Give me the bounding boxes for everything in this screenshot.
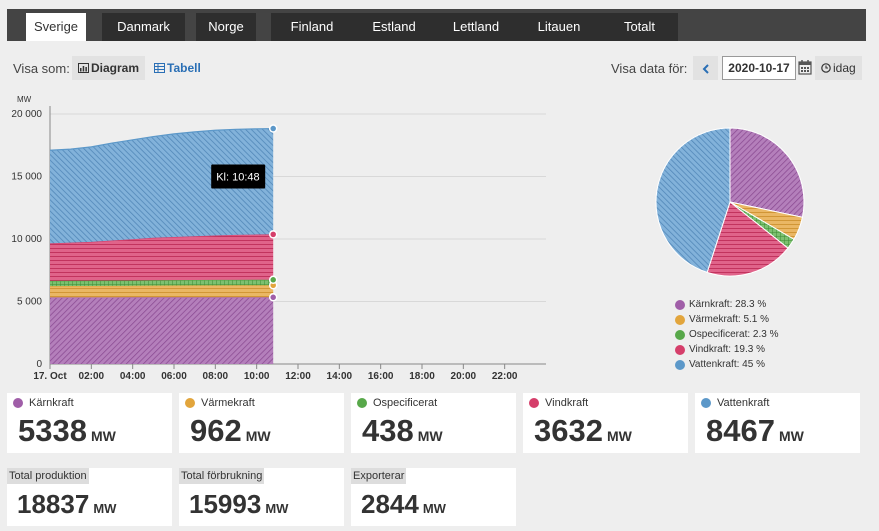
card-karnkraft: Kärnkraft 5338 MW xyxy=(7,393,172,453)
end-marker[interactable] xyxy=(268,230,278,239)
tabell-label: Tabell xyxy=(167,61,201,75)
total-forbrukning-value: 15993 xyxy=(189,489,262,519)
legend-item-vattenkraft[interactable]: Vattenkraft: 45 % xyxy=(675,357,778,372)
exporterar-value: 2844 xyxy=(361,489,419,519)
card-total-produktion: Total produktion 18837 MW xyxy=(7,468,172,526)
x-tick-label: 12:00 xyxy=(285,371,311,382)
vattenkraft-dot-icon xyxy=(701,398,711,408)
x-tick-label: 16:00 xyxy=(368,371,394,382)
x-tick-label: 06:00 xyxy=(161,371,187,382)
card-vindkraft: Vindkraft 3632 MW xyxy=(523,393,688,453)
karnkraft-dot-icon xyxy=(13,398,23,408)
pie-slice-karnkraft[interactable] xyxy=(729,127,805,218)
y-axis-ticks: 0 5 000 10 000 15 000 20 000 xyxy=(11,109,42,370)
varmekraft-value: 962 xyxy=(190,413,242,448)
previous-day-button[interactable] xyxy=(693,56,718,80)
tab-danmark[interactable]: Danmark xyxy=(102,13,185,41)
area-varmekraft[interactable] xyxy=(50,285,274,298)
country-tab-bar: Sverige Danmark Norge Finland Estland Le… xyxy=(7,9,866,41)
production-area-chart: MW 0 5 000 10 000 15 000 20 000 17. Oct 02:00… xyxy=(11,95,546,382)
visa-data-label: Visa data för: xyxy=(611,61,688,76)
x-tick-label: 10:00 xyxy=(244,371,270,382)
tab-totalt[interactable]: Totalt xyxy=(601,13,678,41)
vattenkraft-value: 8467 xyxy=(706,413,775,448)
tab-lettland[interactable]: Lettland xyxy=(435,13,517,41)
pie-legend: Kärnkraft: 28.3 % Värmekraft: 5.1 % Ospe… xyxy=(675,297,778,372)
ospecificerat-dot-icon xyxy=(357,398,367,408)
total-produktion-value: 18837 xyxy=(17,489,90,519)
table-icon xyxy=(154,63,165,73)
tab-sverige[interactable]: Sverige xyxy=(26,13,86,41)
tabell-button[interactable]: Tabell xyxy=(150,56,205,80)
idag-label: idag xyxy=(833,61,856,75)
x-tick-label: 02:00 xyxy=(79,371,105,382)
vindkraft-dot-icon xyxy=(529,398,539,408)
x-tick-label: 04:00 xyxy=(120,371,146,382)
tab-finland[interactable]: Finland xyxy=(271,13,353,41)
x-tick-label: 08:00 xyxy=(203,371,229,382)
area-karnkraft[interactable] xyxy=(50,297,274,364)
visa-som-label: Visa som: xyxy=(13,61,70,76)
area-vattenkraft[interactable] xyxy=(50,128,274,244)
stacked-areas xyxy=(49,127,274,364)
tab-litauen[interactable]: Litauen xyxy=(517,13,601,41)
hover-tooltip: Kl: 10:48 xyxy=(211,164,266,189)
series-line xyxy=(49,284,274,287)
idag-button[interactable]: idag xyxy=(815,56,862,80)
svg-text:Kl: 10:48: Kl: 10:48 xyxy=(216,172,259,184)
end-marker[interactable] xyxy=(268,275,278,285)
x-tick-label: 20:00 xyxy=(451,371,477,382)
y-tick-label: 0 xyxy=(36,359,42,370)
card-exporterar: Exporterar 2844 MW xyxy=(351,468,516,526)
diagram-button[interactable]: Diagram xyxy=(72,56,146,80)
x-tick-label: 14:00 xyxy=(327,371,353,382)
card-total-forbrukning: Total förbrukning 15993 MW xyxy=(179,468,344,526)
series-line xyxy=(49,127,274,151)
legend-item-karnkraft[interactable]: Kärnkraft: 28.3 % xyxy=(675,297,778,312)
karnkraft-value: 5338 xyxy=(18,413,87,448)
pie-slice-vindkraft[interactable] xyxy=(706,201,789,277)
area-vindkraft[interactable] xyxy=(50,234,274,281)
card-varmekraft: Värmekraft 962 MW xyxy=(179,393,344,453)
end-marker[interactable] xyxy=(268,293,278,302)
x-tick-label: 17. Oct xyxy=(33,371,67,382)
tab-estland[interactable]: Estland xyxy=(353,13,435,41)
y-tick-label: 20 000 xyxy=(11,109,42,120)
card-vattenkraft: Vattenkraft 8467 MW xyxy=(695,393,860,453)
x-tick-label: 18:00 xyxy=(409,371,435,382)
y-tick-label: 5 000 xyxy=(17,297,42,308)
y-axis-unit-label: MW xyxy=(17,95,32,104)
area-ospecificerat[interactable] xyxy=(50,279,274,287)
calendar-icon[interactable] xyxy=(798,59,812,75)
clock-icon xyxy=(821,63,831,73)
varmekraft-dot-icon xyxy=(185,398,195,408)
chevron-left-icon xyxy=(702,64,709,74)
vindkraft-value: 3632 xyxy=(534,413,603,448)
bar-chart-icon xyxy=(78,63,89,73)
y-tick-label: 15 000 xyxy=(11,172,42,183)
legend-item-vindkraft[interactable]: Vindkraft: 19.3 % xyxy=(675,342,778,357)
ospecificerat-value: 438 xyxy=(362,413,414,448)
y-tick-label: 10 000 xyxy=(11,234,42,245)
x-tick-label: 22:00 xyxy=(492,371,518,382)
tab-norge[interactable]: Norge xyxy=(196,13,256,41)
legend-item-ospecificerat[interactable]: Ospecificerat: 2.3 % xyxy=(675,327,778,342)
x-axis-ticks: 17. Oct 02:00 04:00 06:00 08:00 10:00 12:00 14:… xyxy=(33,364,518,382)
date-input[interactable] xyxy=(722,56,796,80)
card-ospecificerat: Ospecificerat 438 MW xyxy=(351,393,516,453)
pie-slice-vattenkraft[interactable] xyxy=(655,127,731,274)
series-end-markers xyxy=(268,124,278,302)
diagram-label: Diagram xyxy=(91,61,140,75)
end-marker[interactable] xyxy=(268,124,278,133)
legend-item-varmekraft[interactable]: Värmekraft: 5.1 % xyxy=(675,312,778,327)
share-pie-chart xyxy=(655,127,805,277)
